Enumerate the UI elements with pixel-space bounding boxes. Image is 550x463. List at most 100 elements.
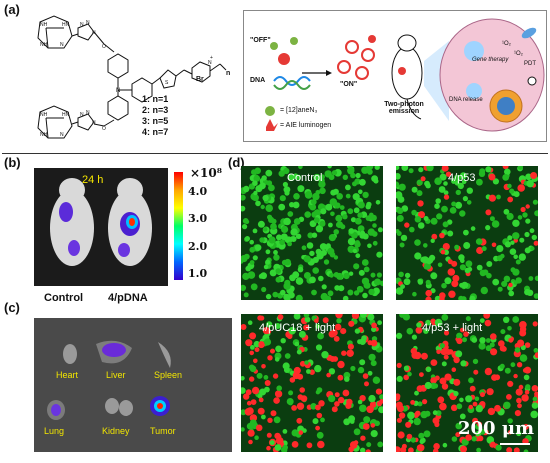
- svg-text:O: O: [102, 126, 106, 132]
- live-cell-dot: [534, 275, 538, 281]
- live-cell-dot: [455, 201, 463, 209]
- live-cell-dot: [265, 259, 271, 265]
- live-cell-dot: [368, 394, 376, 403]
- live-cell-dot: [254, 435, 259, 440]
- organ-label-heart: Heart: [56, 370, 79, 380]
- live-cell-dot: [304, 191, 313, 199]
- dead-cell-dot: [405, 421, 412, 428]
- live-cell-dot: [279, 239, 285, 246]
- dna-release-label: DNA release: [449, 97, 483, 103]
- dead-cell-dot: [508, 282, 513, 288]
- live-cell-dot: [533, 293, 538, 299]
- dead-cell-dot: [453, 378, 461, 386]
- live-cell-dot: [273, 416, 281, 424]
- live-cell-dot: [506, 212, 514, 221]
- live-cell-dot: [509, 248, 517, 255]
- dead-cell-dot: [264, 380, 271, 386]
- live-cell-dot: [297, 185, 305, 193]
- live-cell-dot: [365, 215, 372, 221]
- dead-cell-dot: [370, 339, 378, 347]
- dead-cell-dot: [334, 401, 340, 407]
- svg-text:HN: HN: [62, 22, 70, 28]
- live-cell-dot: [510, 267, 516, 273]
- dead-cell-dot: [329, 356, 336, 362]
- dead-cell-dot: [439, 377, 447, 385]
- live-cell-dot: [321, 351, 329, 359]
- live-cell-dot: [416, 190, 423, 197]
- live-cell-dot: [441, 205, 448, 213]
- live-cell-dot: [499, 363, 505, 369]
- live-cell-dot: [275, 276, 282, 283]
- live-cell-dot: [342, 295, 349, 300]
- svg-text:O: O: [102, 44, 106, 50]
- dead-cell-dot: [347, 343, 354, 350]
- live-cell-dot: [466, 187, 473, 194]
- dead-cell-dot: [451, 367, 457, 372]
- micrograph-p53-light: 4/p53 + light 200 μm: [396, 314, 538, 452]
- dead-cell-dot: [525, 204, 530, 209]
- dead-cell-dot: [517, 184, 525, 192]
- live-cell-dot: [335, 214, 343, 222]
- live-cell-dot: [378, 406, 383, 414]
- dead-cell-dot: [418, 211, 425, 219]
- live-cell-dot: [241, 259, 244, 264]
- live-cell-dot: [507, 326, 512, 331]
- live-cell-dot: [357, 399, 363, 405]
- dead-cell-dot: [353, 440, 359, 445]
- live-cell-dot: [418, 167, 424, 173]
- live-cell-dot: [241, 387, 246, 394]
- live-cell-dot: [417, 401, 423, 407]
- dead-cell-dot: [364, 381, 369, 387]
- live-cell-dot: [396, 375, 403, 382]
- live-cell-dot: [396, 287, 404, 295]
- live-cell-dot: [347, 289, 354, 296]
- live-cell-dot: [510, 240, 515, 245]
- dead-cell-dot: [371, 322, 377, 329]
- live-cell-dot: [297, 425, 305, 433]
- live-cell-dot: [530, 410, 538, 419]
- live-cell-dot: [496, 255, 503, 262]
- panel-a-label: (a): [4, 2, 20, 17]
- live-cell-dot: [272, 291, 279, 298]
- live-cell-dot: [454, 180, 460, 186]
- live-cell-dot: [396, 166, 400, 171]
- dead-cell-dot: [513, 238, 518, 243]
- svg-text:N: N: [80, 112, 84, 118]
- live-cell-dot: [265, 169, 273, 177]
- live-cell-dot: [396, 207, 404, 214]
- live-cell-dot: [343, 272, 350, 280]
- live-cell-dot: [309, 250, 315, 257]
- live-cell-dot: [268, 236, 276, 244]
- live-cell-dot: [533, 348, 538, 353]
- live-cell-dot: [287, 241, 292, 247]
- live-cell-dot: [455, 189, 461, 196]
- live-cell-dot: [503, 316, 510, 323]
- live-cell-dot: [513, 280, 518, 285]
- live-cell-dot: [357, 212, 363, 218]
- organ-label-kidney: Kidney: [102, 426, 130, 436]
- dead-cell-dot: [346, 349, 354, 357]
- live-cell-dot: [257, 220, 265, 228]
- live-cell-dot: [275, 345, 282, 353]
- live-cell-dot: [372, 223, 377, 228]
- dead-cell-dot: [455, 432, 461, 438]
- live-cell-dot: [485, 225, 491, 231]
- dead-cell-dot: [448, 290, 456, 298]
- dead-cell-dot: [396, 393, 401, 402]
- live-cell-dot: [424, 381, 432, 390]
- live-cell-dot: [423, 328, 429, 334]
- live-cell-dot: [293, 193, 300, 200]
- dead-cell-dot: [468, 404, 474, 410]
- live-cell-dot: [463, 229, 469, 236]
- dead-cell-dot: [425, 296, 432, 300]
- dead-cell-dot: [267, 417, 273, 423]
- live-cell-dot: [502, 174, 510, 181]
- dead-cell-dot: [480, 392, 485, 398]
- live-cell-dot: [470, 226, 476, 231]
- live-cell-dot: [313, 217, 320, 224]
- live-cell-dot: [512, 232, 520, 240]
- live-cell-dot: [327, 290, 334, 297]
- live-cell-dot: [476, 447, 481, 452]
- live-cell-dot: [280, 233, 288, 241]
- live-cell-dot: [355, 172, 361, 179]
